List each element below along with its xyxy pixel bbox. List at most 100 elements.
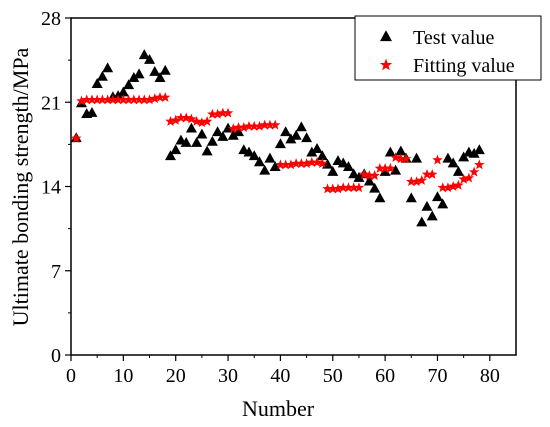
y-axis-label: Ultimate bonding strength/MPa (8, 47, 33, 326)
data-point-test-value (222, 122, 234, 133)
data-point-test-value (102, 62, 114, 73)
data-point-fitting-value (123, 94, 134, 105)
data-point-fitting-value (217, 107, 229, 118)
data-point-fitting-value (395, 153, 407, 164)
data-point-fitting-value (369, 170, 380, 181)
data-point-fitting-value (290, 158, 302, 169)
data-point-test-value (117, 86, 129, 97)
data-point-fitting-value (196, 117, 208, 128)
x-axis-label: Number (242, 396, 315, 421)
data-point-fitting-value (338, 182, 349, 193)
data-point-fitting-value (180, 112, 192, 123)
data-point-test-value (86, 106, 98, 117)
data-point-fitting-value (249, 120, 260, 131)
data-point-test-value (290, 129, 302, 140)
x-tick-label: 0 (66, 365, 76, 387)
y-tick-label: 21 (41, 92, 61, 114)
data-point-test-value (206, 135, 218, 146)
data-point-test-value (342, 161, 354, 172)
data-point-fitting-value (301, 158, 312, 169)
data-point-fitting-value (149, 93, 160, 104)
data-point-test-value (421, 200, 433, 211)
data-point-test-value (452, 165, 464, 176)
data-point-fitting-value (296, 158, 307, 169)
data-point-test-value (191, 137, 203, 147)
data-point-fitting-value (191, 116, 202, 126)
data-point-test-value (295, 121, 307, 132)
data-point-test-value (201, 145, 213, 156)
data-point-fitting-value (390, 152, 401, 163)
data-point-fitting-value (421, 168, 433, 179)
x-tick-label: 40 (270, 365, 290, 387)
data-point-test-value (374, 192, 386, 203)
data-point-test-value (133, 68, 145, 79)
data-point-fitting-value (107, 94, 119, 105)
data-point-fitting-value (432, 154, 443, 165)
y-axis: 0 7 14 21 28 (41, 8, 71, 367)
data-point-test-value (96, 70, 108, 81)
data-point-test-value (91, 78, 103, 88)
x-tick-label: 30 (218, 365, 238, 387)
data-point-fitting-value (243, 120, 255, 131)
data-point-fitting-value (154, 91, 166, 102)
legend-box (354, 15, 542, 81)
data-point-test-value (144, 53, 156, 64)
data-point-test-value (138, 49, 150, 60)
data-point-fitting-value (343, 182, 354, 193)
data-point-test-value (154, 72, 166, 82)
data-point-fitting-value (144, 94, 155, 105)
data-point-test-value (123, 79, 135, 90)
data-point-test-value (363, 175, 375, 186)
data-point-fitting-value (453, 179, 464, 190)
data-point-fitting-value (332, 183, 344, 194)
data-point-fitting-value (327, 183, 338, 194)
data-point-fitting-value (160, 91, 171, 102)
series-test-value (70, 49, 485, 227)
data-point-fitting-value (353, 182, 365, 193)
data-point-test-value (473, 144, 485, 155)
data-point-test-value (253, 156, 265, 167)
data-point-fitting-value (474, 159, 485, 170)
data-point-fitting-value (238, 122, 249, 132)
data-point-test-value (212, 126, 224, 137)
data-point-fitting-value (97, 94, 108, 105)
data-point-test-value (227, 129, 239, 140)
data-point-test-value (280, 126, 292, 137)
data-point-test-value (327, 165, 339, 176)
data-point-fitting-value (400, 153, 412, 164)
data-point-fitting-value (71, 132, 82, 143)
data-point-fitting-value (170, 114, 181, 125)
data-point-test-value (468, 147, 480, 158)
y-tick-label: 28 (41, 8, 61, 30)
x-tick-label: 70 (427, 365, 447, 387)
legend-marker-test-value (380, 30, 392, 42)
data-point-fitting-value (133, 94, 145, 105)
data-point-fitting-value (358, 168, 370, 179)
data-point-fitting-value (275, 159, 286, 170)
data-point-fitting-value (447, 181, 459, 191)
data-point-fitting-value (379, 162, 391, 173)
star-icon (379, 58, 393, 71)
data-point-fitting-value (317, 158, 328, 169)
data-point-fitting-value (280, 159, 291, 170)
data-point-test-value (306, 146, 318, 157)
data-point-test-value (337, 157, 349, 168)
series-layer (70, 49, 485, 227)
legend-marker-fitting-value (379, 58, 393, 71)
data-point-fitting-value (76, 95, 87, 106)
data-point-test-value (353, 171, 365, 182)
data-point-fitting-value (306, 156, 318, 167)
data-point-test-value (149, 66, 161, 76)
data-point-fitting-value (442, 182, 454, 193)
legend-label-test-value: Test value (413, 27, 494, 49)
data-point-fitting-value (364, 170, 375, 181)
data-point-test-value (185, 122, 197, 133)
data-point-test-value (395, 145, 407, 156)
data-point-fitting-value (416, 174, 427, 185)
data-point-fitting-value (285, 159, 297, 170)
data-point-fitting-value (468, 166, 480, 177)
data-point-test-value (426, 210, 438, 221)
data-point-fitting-value (322, 183, 333, 194)
data-point-test-value (384, 146, 396, 157)
